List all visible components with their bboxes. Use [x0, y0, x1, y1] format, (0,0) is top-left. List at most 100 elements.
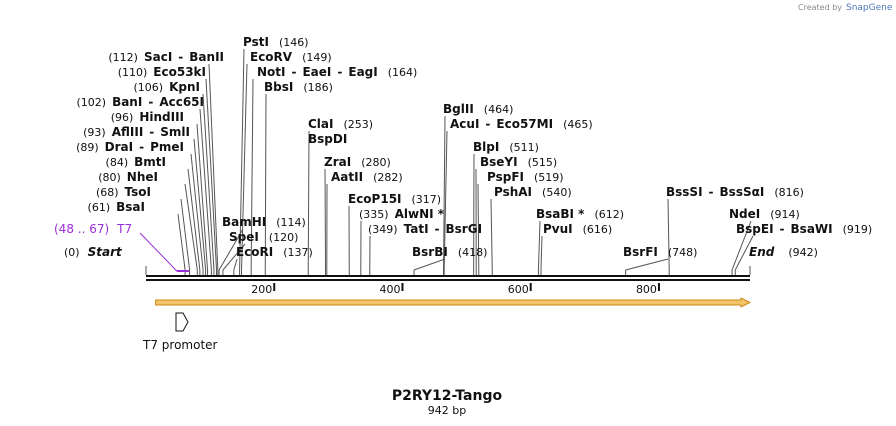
site-position: (349) [368, 223, 398, 236]
ruler-tick-label: 200 [251, 283, 272, 296]
site-label[interactable]: BglII (464) [443, 102, 513, 116]
site-name: EcoP15I [348, 192, 402, 206]
site-leader-line [177, 213, 186, 271]
site-label[interactable]: AatII (282) [331, 170, 403, 184]
ruler-tick-label: 400 [379, 283, 400, 296]
site-name: PstI [243, 35, 269, 49]
site-label[interactable]: (335) AlwNI * [359, 207, 445, 221]
site-label[interactable]: BspEI - BsaWI (919) [736, 222, 872, 236]
site-name-separator: - [435, 222, 440, 236]
site-label[interactable]: (80) NheI [98, 170, 158, 184]
site-position: (612) [594, 208, 624, 221]
t7-label[interactable]: (48 .. 67) T7 [54, 222, 132, 236]
site-label[interactable]: BsaBI * (612) [536, 207, 624, 221]
site-name: SmlI [160, 125, 190, 139]
site-label[interactable]: NdeI (914) [729, 207, 800, 221]
site-name: AflIII [112, 125, 144, 139]
t7-feature-mark[interactable] [139, 232, 189, 272]
site-position: (93) [83, 126, 106, 139]
site-leader-line [413, 258, 446, 271]
site-label[interactable]: ClaI (253) [308, 117, 373, 131]
site-label[interactable]: BsrFI (748) [623, 245, 697, 259]
site-label[interactable]: (61) BsaI [88, 200, 145, 214]
site-label[interactable]: ZraI (280) [324, 155, 391, 169]
site-leader-line [190, 153, 204, 271]
site-name: BsrBI [412, 245, 448, 259]
site-label[interactable]: (349) TatI - BsrGI [368, 222, 482, 236]
site-label[interactable]: PspFI (519) [487, 170, 564, 184]
site-leader-line [443, 115, 446, 271]
site-leader-line [184, 183, 198, 271]
end-position: (942) [788, 246, 818, 259]
site-label[interactable]: PvuI (616) [543, 222, 612, 236]
site-label[interactable]: NotI - EaeI - EagI (164) [257, 65, 417, 79]
site-position: (89) [76, 141, 99, 154]
site-name: BsaWI [791, 222, 833, 236]
site-label[interactable]: PstI (146) [243, 35, 309, 49]
site-label[interactable]: BseYI (515) [480, 155, 557, 169]
site-label[interactable]: EcoP15I (317) [348, 192, 441, 206]
site-label[interactable]: BamHI (114) [222, 215, 306, 229]
site-label[interactable]: (106) KpnI [134, 80, 201, 94]
ruler-tick-label: 600 [508, 283, 529, 296]
t7-range: (48 .. 67) [54, 222, 109, 236]
site-position: (61) [88, 201, 111, 214]
site-label[interactable]: (68) TsoI [96, 185, 151, 199]
site-position: (418) [458, 246, 488, 259]
site-name: TsoI [125, 185, 151, 199]
site-name: BspEI [736, 222, 774, 236]
site-label[interactable]: (93) AflIII - SmlI [83, 125, 190, 139]
site-position: (515) [528, 156, 558, 169]
site-position: (96) [111, 111, 134, 124]
site-position: (253) [343, 118, 373, 131]
site-leader-line [250, 78, 254, 271]
site-name-separator: - [709, 185, 714, 199]
site-name: EaeI [302, 65, 331, 79]
site-name: TatI [404, 222, 429, 236]
site-label[interactable]: BssSI - BssSαI (816) [666, 185, 804, 199]
site-label[interactable]: EcoRV (149) [250, 50, 332, 64]
site-label[interactable]: (84) BmtI [106, 155, 166, 169]
site-label[interactable]: BlpI (511) [473, 140, 539, 154]
site-name-separator: - [292, 65, 297, 79]
site-position: (317) [412, 193, 442, 206]
site-label[interactable]: (110) Eco53kI [118, 65, 206, 79]
site-position: (465) [563, 118, 593, 131]
site-name: EcoRV [250, 50, 293, 64]
site-label[interactable]: BsrBI (418) [412, 245, 487, 259]
site-name: NotI [257, 65, 286, 79]
site-label[interactable]: BbsI (186) [264, 80, 333, 94]
site-label[interactable]: (89) DraI - PmeI [76, 140, 184, 154]
site-name: BsaBI * [536, 207, 585, 221]
site-label[interactable]: EcoRI (137) [236, 245, 313, 259]
site-position: (112) [108, 51, 138, 64]
site-position: (84) [106, 156, 129, 169]
orf-arrow[interactable] [155, 297, 752, 308]
start-label: (0) Start [64, 245, 123, 259]
site-position: (540) [542, 186, 572, 199]
site-label[interactable]: BspDI [308, 132, 347, 146]
site-label[interactable]: AcuI - Eco57MI (465) [450, 117, 593, 131]
site-position: (146) [279, 36, 309, 49]
site-position: (164) [388, 66, 418, 79]
site-leader-line [205, 78, 218, 271]
site-label[interactable]: SpeI (120) [229, 230, 298, 244]
site-leader-line [202, 93, 215, 271]
site-name: HindIII [139, 110, 184, 124]
site-name: BsaI [116, 200, 145, 214]
site-position: (120) [269, 231, 299, 244]
site-label[interactable]: PshAI (540) [494, 185, 572, 199]
brand-prefix: Created by [798, 3, 842, 12]
site-leader-line [208, 63, 219, 271]
site-leader-line [199, 108, 212, 271]
site-leader-line [187, 168, 201, 271]
site-name: AatII [331, 170, 363, 184]
site-label[interactable]: (96) HindIII [111, 110, 184, 124]
site-name: Eco53kI [153, 65, 206, 79]
site-position: (914) [770, 208, 800, 221]
orf-arrow-shape[interactable] [155, 297, 752, 308]
t7-promoter-arrow-icon[interactable] [175, 312, 189, 332]
site-leader-line [196, 123, 209, 271]
site-label[interactable]: (102) BanI - Acc65I [76, 95, 204, 109]
site-label[interactable]: (112) SacI - BanII [108, 50, 224, 64]
